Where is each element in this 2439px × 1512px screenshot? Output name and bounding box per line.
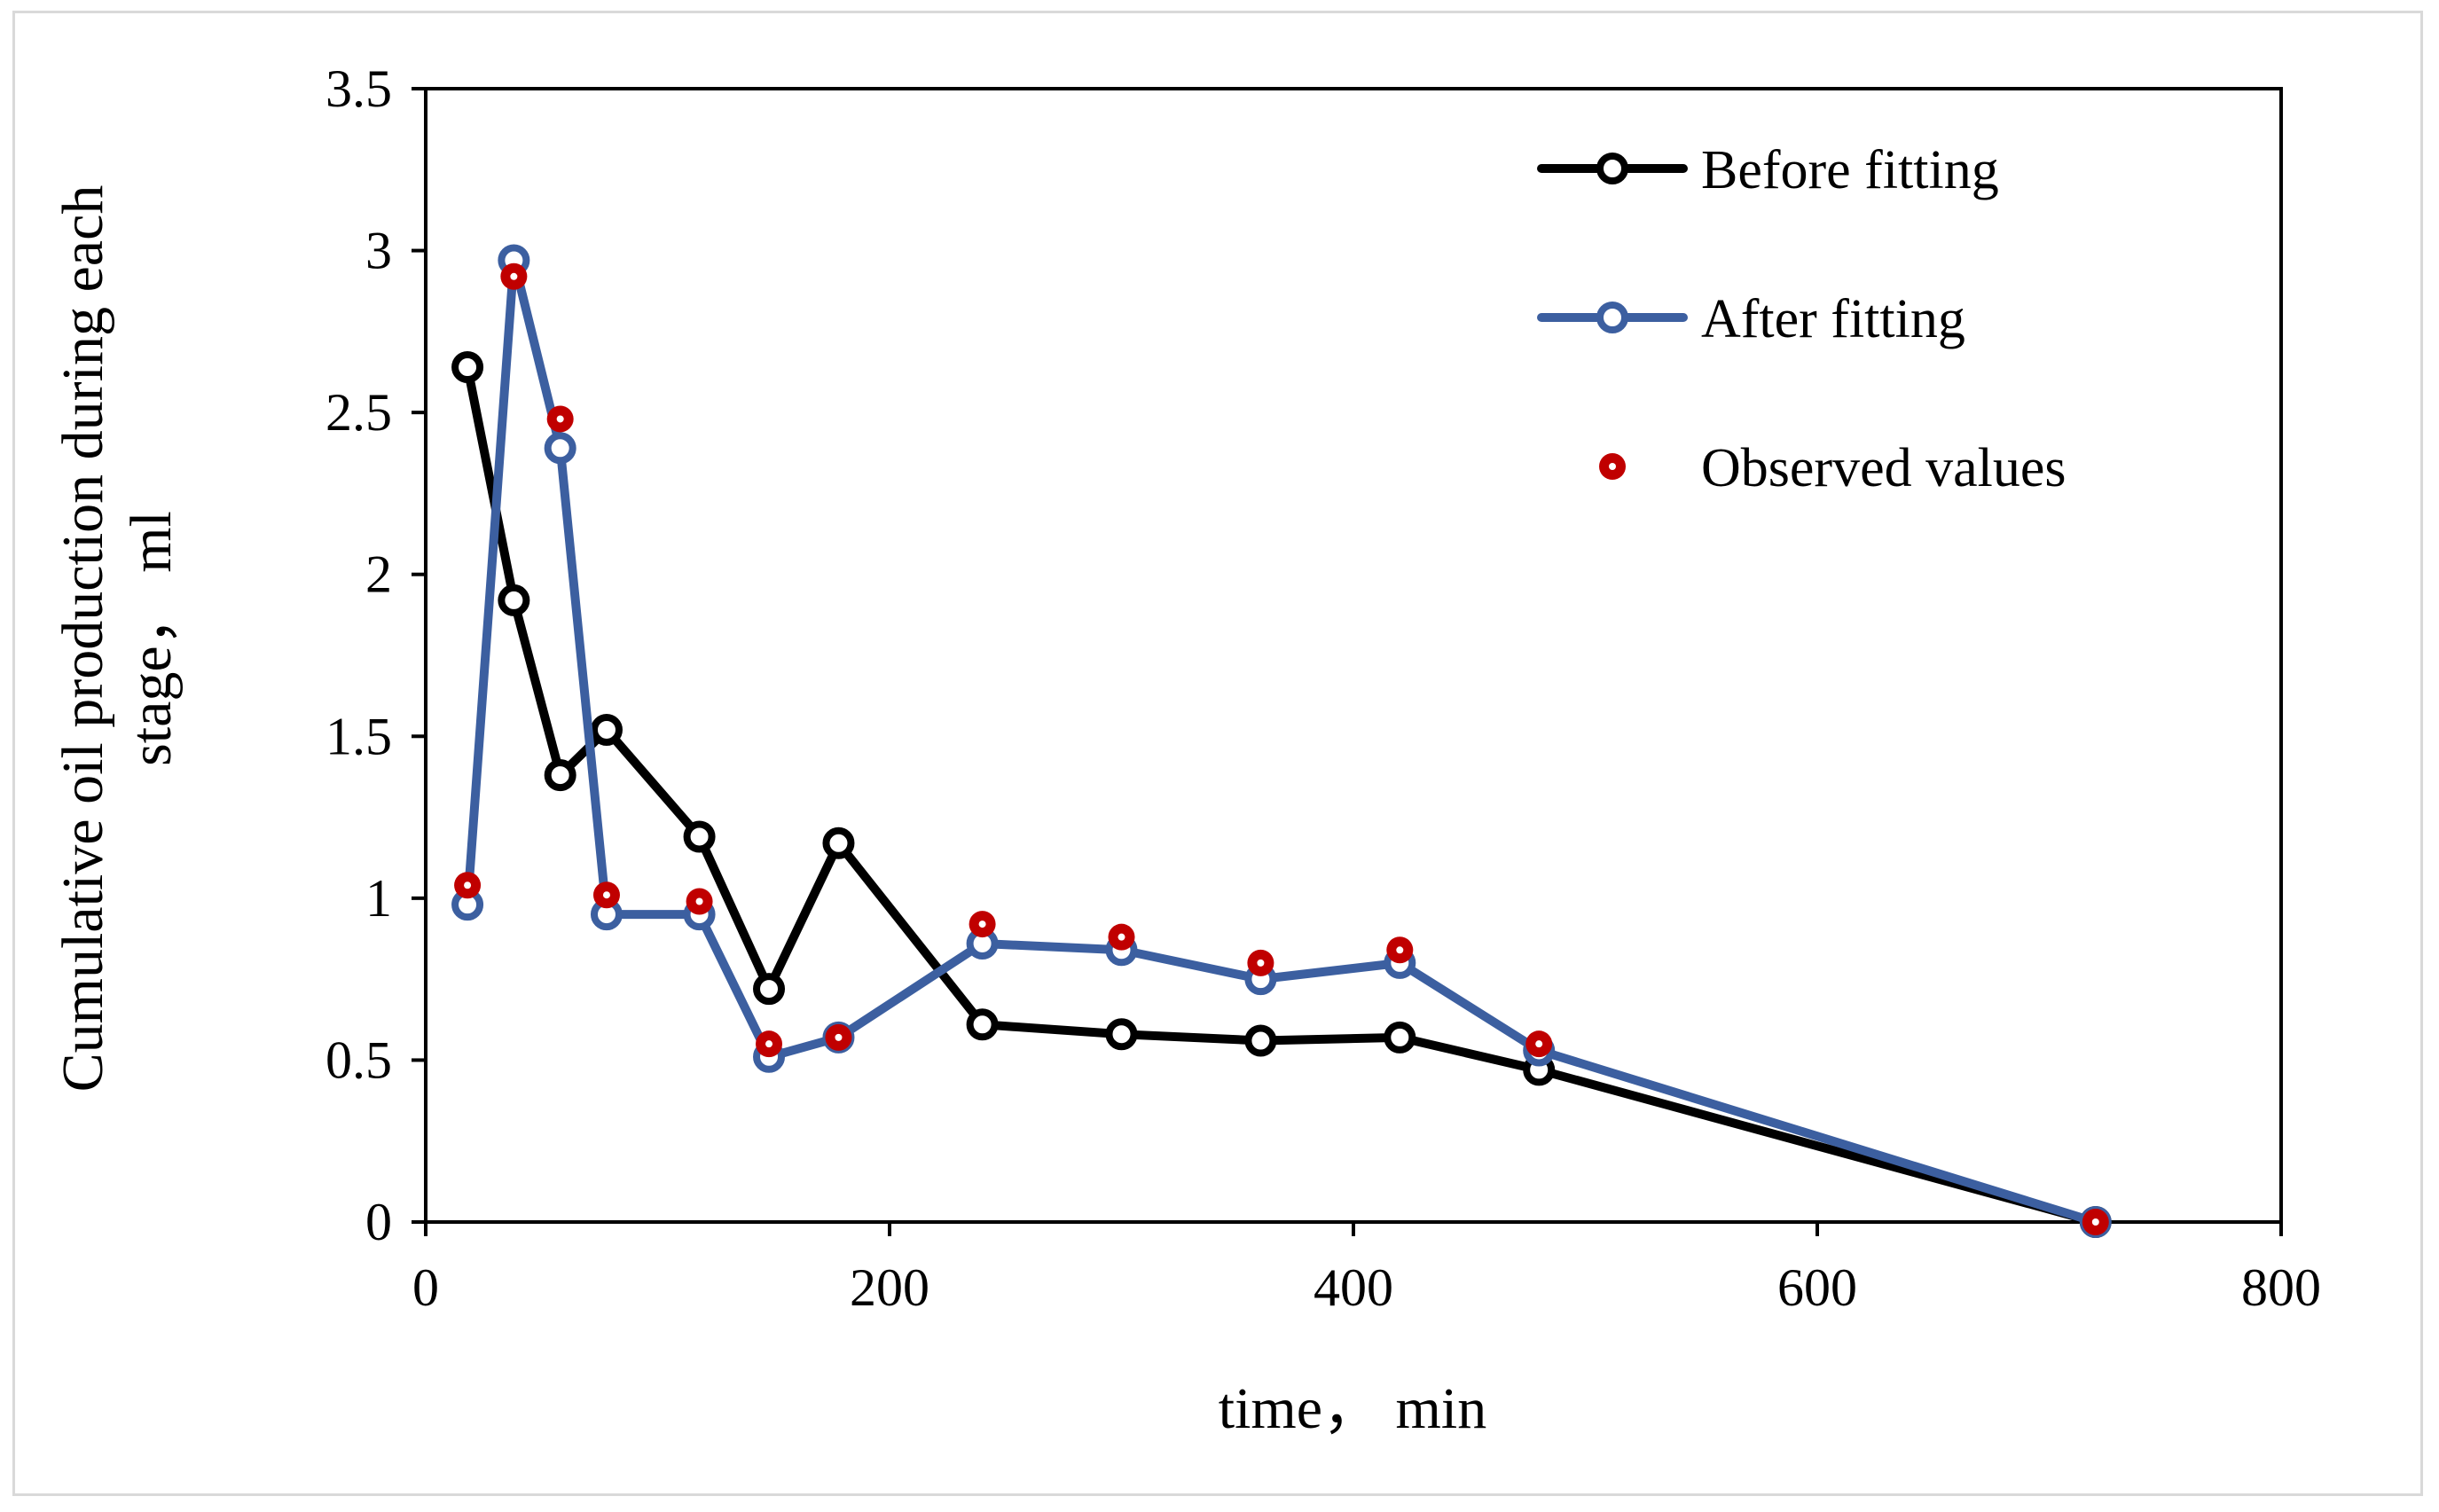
observed-values-point-center — [464, 881, 472, 889]
observed-values-point-center — [556, 415, 564, 423]
y-tick-label: 1.5 — [325, 707, 392, 765]
plot-area — [424, 87, 2283, 1224]
observed-values-point-center — [510, 272, 518, 280]
observed-values-point-center — [695, 897, 703, 905]
before-fitting-point — [1105, 1018, 1138, 1051]
before-fitting-point — [1244, 1024, 1277, 1057]
before-fitting-point — [498, 584, 530, 616]
legend-after-fitting-marker — [1596, 302, 1628, 333]
y-tick-label: 3 — [365, 222, 392, 280]
observed-values-point-center — [1257, 959, 1265, 967]
observed-values-point-center — [835, 1033, 843, 1041]
after-fitting-point — [544, 432, 576, 465]
observed-values-point-center — [1396, 946, 1404, 954]
y-tick-label: 0 — [365, 1193, 392, 1251]
legend-before-fitting-label: Before fitting — [1701, 140, 1999, 200]
x-tick-label: 800 — [2241, 1258, 2321, 1317]
y-axis-title-line-1: Cumulative oil production during each — [51, 185, 115, 1093]
observed-values-point-center — [978, 921, 986, 928]
legend-before-fitting-marker — [1596, 153, 1628, 184]
before-fitting-point — [1384, 1021, 1416, 1054]
x-tick-label: 200 — [850, 1258, 929, 1317]
x-tick-label: 400 — [1314, 1258, 1393, 1317]
before-fitting-point — [822, 827, 855, 859]
y-tick-label: 3.5 — [325, 59, 392, 118]
legend-observed-values-marker-center — [1609, 463, 1616, 470]
observed-values-point-center — [765, 1040, 773, 1048]
observed-values-point-center — [1535, 1040, 1543, 1048]
legend-after-fitting-label: After fitting — [1701, 289, 1965, 349]
before-fitting-point — [451, 351, 484, 384]
after-fitting-line — [463, 255, 2100, 1226]
chart-frame — [12, 11, 2423, 1496]
before-fitting-point — [966, 1008, 999, 1041]
before-fitting-point — [753, 973, 786, 1006]
y-tick-label: 2 — [365, 545, 392, 604]
before-fitting-point — [544, 759, 576, 792]
legend-observed-values-label: Observed values — [1701, 438, 2066, 498]
observed-values-point-center — [1118, 933, 1125, 941]
y-tick-label: 1 — [365, 869, 392, 928]
x-tick-label: 0 — [412, 1258, 439, 1317]
before-fitting-point — [683, 820, 716, 853]
observed-values-point-center — [602, 891, 610, 899]
before-fitting-point — [590, 713, 623, 746]
observed-values-point-center — [2091, 1218, 2099, 1226]
x-tick-label: 600 — [1777, 1258, 1857, 1317]
y-axis-title-line-2: stage， ml — [119, 511, 184, 766]
y-tick-label: 2.5 — [325, 383, 392, 442]
legend: Before fitting After fitting Observed valu… — [1537, 140, 2066, 498]
x-axis-title: time， min — [1219, 1376, 1486, 1441]
y-tick-label: 0.5 — [325, 1030, 392, 1089]
